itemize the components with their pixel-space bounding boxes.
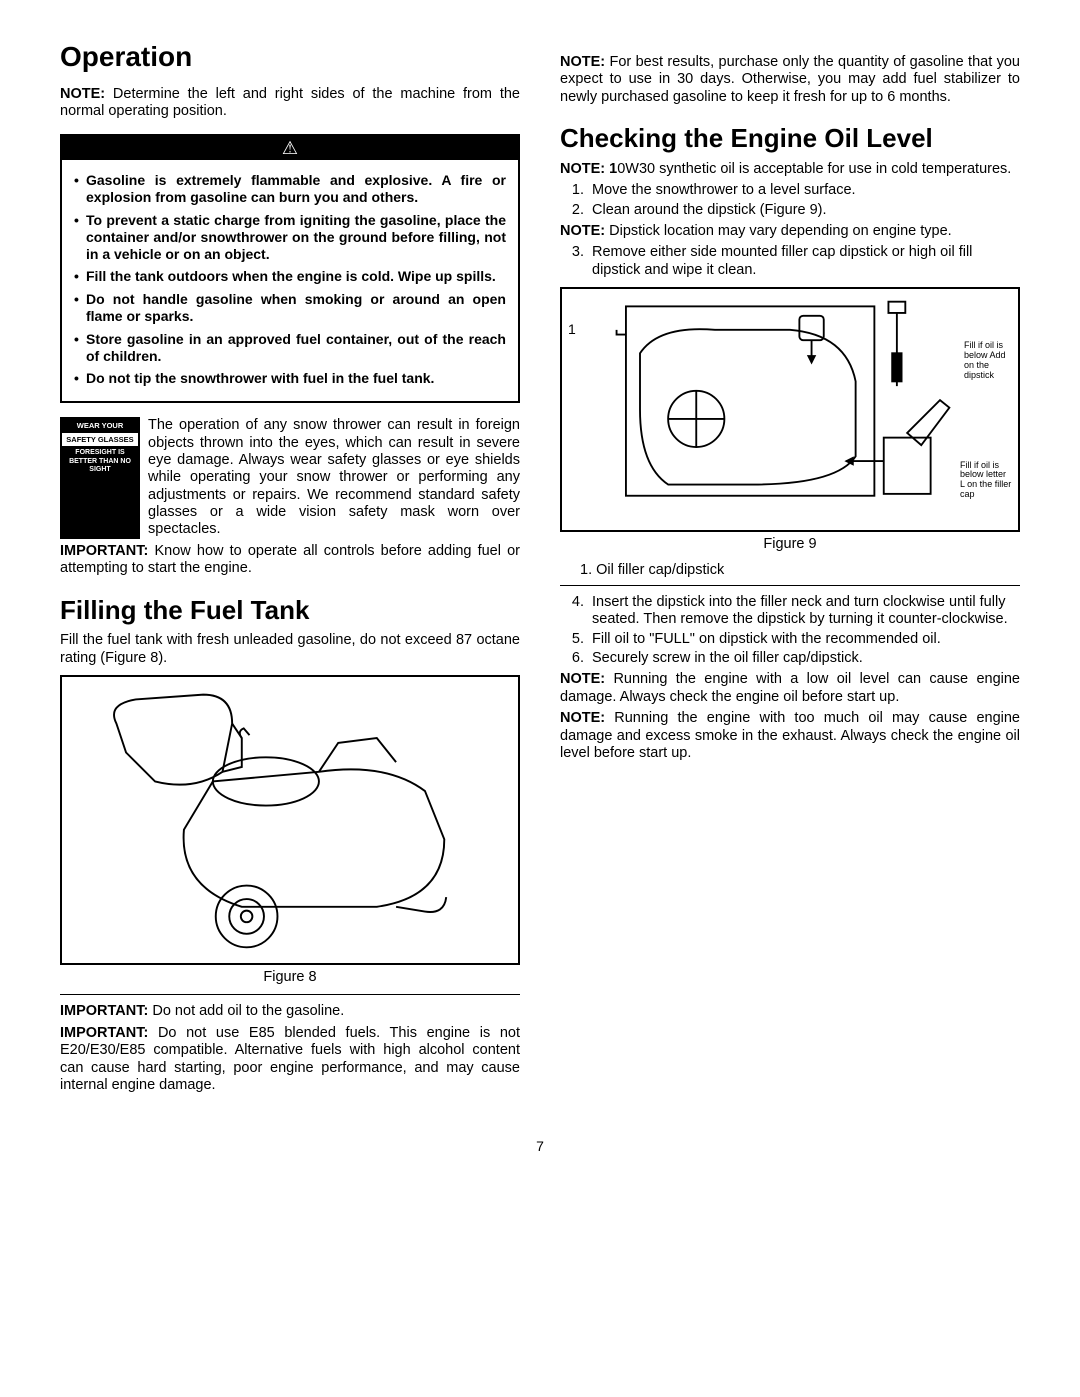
page-number: 7: [60, 1138, 1020, 1155]
right-column: NOTE: For best results, purchase only th…: [560, 40, 1020, 1098]
oil-steps-1-2: Move the snowthrower to a level surface.…: [560, 182, 1020, 219]
note-text: 0W30 synthetic oil is acceptable for use…: [617, 161, 1011, 177]
warning-header: ⚠: [62, 136, 518, 160]
warning-item: Store gasoline in an approved fuel conta…: [74, 331, 506, 365]
two-column-layout: Operation NOTE: Determine the left and r…: [60, 40, 1020, 1098]
safety-text: The operation of any snow thrower can re…: [148, 417, 520, 539]
note-low-oil: NOTE: Running the engine with a low oil …: [560, 671, 1020, 706]
warning-item: Do not handle gasoline when smoking or a…: [74, 291, 506, 325]
safety-badge: WEAR YOUR SAFETY GLASSES FORESIGHT IS BE…: [60, 417, 140, 539]
figure-9-callout-top: Fill if oil is below Add on the dipstick: [964, 341, 1012, 381]
heading-operation: Operation: [60, 40, 520, 74]
important-controls: IMPORTANT: Know how to operate all contr…: [60, 543, 520, 578]
note-label: NOTE:: [560, 54, 605, 70]
figure-9-caption: Figure 9: [560, 536, 1020, 553]
important-text: Do not add oil to the gasoline.: [148, 1003, 344, 1019]
warning-body: Gasoline is extremely flammable and expl…: [62, 160, 518, 401]
oil-steps-4-6: Insert the dipstick into the filler neck…: [560, 594, 1020, 668]
figure-9-illustration: [570, 297, 1010, 522]
note-best-results: NOTE: For best results, purchase only th…: [560, 54, 1020, 106]
important-label: IMPORTANT:: [60, 543, 148, 559]
note-label: NOTE:: [560, 223, 605, 239]
note-dipstick-location: NOTE: Dipstick location may vary dependi…: [560, 223, 1020, 240]
figure-8-illustration: [70, 685, 510, 955]
note-text: For best results, purchase only the quan…: [560, 54, 1020, 105]
note-high-oil: NOTE: Running the engine with too much o…: [560, 710, 1020, 762]
warning-list: Gasoline is extremely flammable and expl…: [74, 172, 506, 387]
heading-oil-level: Checking the Engine Oil Level: [560, 124, 1020, 153]
safety-glasses-block: WEAR YOUR SAFETY GLASSES FORESIGHT IS BE…: [60, 417, 520, 539]
warning-item: To prevent a static charge from igniting…: [74, 212, 506, 262]
badge-line1: WEAR YOUR: [62, 421, 138, 430]
figure-9: 1: [560, 287, 1020, 532]
warning-icon: ⚠: [282, 139, 298, 157]
figure-8-caption: Figure 8: [60, 969, 520, 986]
important-label: IMPORTANT:: [60, 1003, 148, 1019]
step-item: Move the snowthrower to a level surface.: [588, 182, 1020, 199]
separator: [60, 994, 520, 995]
step-item: Clean around the dipstick (Figure 9).: [588, 202, 1020, 219]
figure-9-callout-bottom: Fill if oil is below letter L on the fil…: [960, 461, 1012, 501]
note-label: NOTE:: [560, 710, 605, 726]
note-label: NOTE: 1: [560, 161, 617, 177]
note-text: Dipstick location may vary depending on …: [605, 223, 952, 239]
figure-8: [60, 675, 520, 965]
note-text: Running the engine with a low oil level …: [560, 671, 1020, 704]
note-label: NOTE:: [560, 671, 605, 687]
step-item: Fill oil to "FULL" on dipstick with the …: [588, 631, 1020, 648]
badge-line3: FORESIGHT IS BETTER THAN NO SIGHT: [62, 449, 138, 474]
note-text: Determine the left and right sides of th…: [60, 86, 520, 119]
note-oil-type: NOTE: 10W30 synthetic oil is acceptable …: [560, 161, 1020, 178]
important-no-e85: IMPORTANT: Do not use E85 blended fuels.…: [60, 1025, 520, 1095]
figure-9-legend: 1. Oil filler cap/dipstick: [580, 562, 1020, 579]
warning-item: Fill the tank outdoors when the engine i…: [74, 268, 506, 285]
step-item: Insert the dipstick into the filler neck…: [588, 594, 1020, 629]
note-label: NOTE:: [60, 86, 105, 102]
note-text: Running the engine with too much oil may…: [560, 710, 1020, 761]
important-no-oil: IMPORTANT: Do not add oil to the gasolin…: [60, 1003, 520, 1020]
step-item: Remove either side mounted filler cap di…: [588, 244, 1020, 279]
note-determine-sides: NOTE: Determine the left and right sides…: [60, 86, 520, 121]
oil-step-3: Remove either side mounted filler cap di…: [560, 244, 1020, 279]
badge-line2: SAFETY GLASSES: [62, 433, 138, 446]
warning-box: ⚠ Gasoline is extremely flammable and ex…: [60, 134, 520, 403]
left-column: Operation NOTE: Determine the left and r…: [60, 40, 520, 1098]
warning-item: Gasoline is extremely flammable and expl…: [74, 172, 506, 206]
warning-item: Do not tip the snowthrower with fuel in …: [74, 370, 506, 387]
heading-fuel-tank: Filling the Fuel Tank: [60, 596, 520, 625]
fuel-tank-text: Fill the fuel tank with fresh unleaded g…: [60, 632, 520, 667]
separator: [560, 585, 1020, 586]
important-label: IMPORTANT:: [60, 1025, 148, 1041]
step-item: Securely screw in the oil filler cap/dip…: [588, 650, 1020, 667]
